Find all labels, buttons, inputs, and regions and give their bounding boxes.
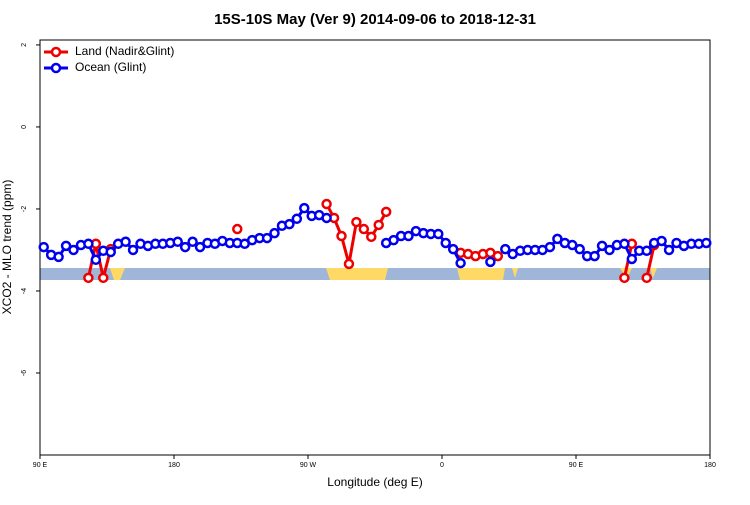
- data-point: [589, 250, 600, 262]
- data-point: [172, 236, 183, 248]
- x-tick-label: 90 W: [300, 462, 317, 469]
- x-axis-label: Longitude (deg E): [327, 475, 422, 489]
- data-point: [232, 223, 243, 235]
- data-point: [626, 253, 638, 265]
- legend-marker: [50, 62, 62, 74]
- data-point: [492, 250, 504, 262]
- land-strip: [512, 268, 518, 278]
- data-point: [663, 244, 675, 256]
- data-point: [656, 235, 667, 247]
- x-tick-label: 0: [440, 462, 444, 469]
- data-point: [127, 244, 139, 256]
- data-point: [485, 256, 496, 268]
- data-point: [544, 241, 556, 253]
- data-point: [351, 216, 362, 228]
- data-point: [105, 246, 116, 258]
- y-tick-label: -6: [21, 370, 28, 376]
- data-point: [574, 243, 585, 255]
- data-point: [403, 230, 414, 242]
- data-point: [619, 272, 630, 284]
- data-point: [98, 272, 109, 284]
- y-tick-label: 0: [21, 125, 28, 129]
- data-point: [38, 241, 49, 253]
- data-point: [596, 240, 608, 252]
- x-tick-label: 180: [168, 462, 180, 469]
- data-point: [358, 223, 370, 235]
- data-point: [291, 213, 303, 225]
- data-point: [60, 240, 72, 252]
- data-point: [604, 244, 615, 256]
- data-point: [83, 238, 94, 250]
- data-point: [366, 231, 377, 243]
- y-tick-label: 2: [21, 43, 28, 47]
- land-strip: [650, 268, 657, 278]
- legend: Land (Nadir&Glint) Ocean (Glint): [44, 44, 174, 74]
- data-point: [53, 251, 64, 263]
- data-point: [187, 236, 198, 248]
- data-point: [447, 243, 459, 255]
- marks: [38, 198, 712, 284]
- data-point: [552, 233, 563, 245]
- land-strip: [457, 268, 505, 280]
- data-point: [269, 227, 280, 239]
- data-point: [261, 232, 273, 244]
- legend-label: Land (Nadir&Glint): [75, 44, 174, 58]
- data-point: [388, 234, 399, 246]
- y-tick-label: -2: [21, 206, 28, 212]
- data-point: [701, 237, 712, 249]
- data-point: [343, 258, 355, 270]
- data-point: [641, 272, 652, 284]
- data-point: [321, 212, 332, 224]
- data-point: [336, 230, 347, 242]
- land-strip: [110, 268, 125, 280]
- x-tick-label: 180: [704, 462, 716, 469]
- y-axis-label: XCO2 - MLO trend (ppm): [0, 180, 14, 315]
- land-ocean-strip: [40, 268, 710, 280]
- legend-label: Ocean (Glint): [75, 60, 146, 74]
- data-point: [120, 236, 131, 248]
- data-point: [500, 243, 511, 255]
- data-point: [321, 198, 332, 210]
- land-strip: [326, 268, 388, 280]
- data-point: [380, 206, 392, 218]
- data-point: [194, 241, 206, 253]
- legend-marker: [50, 46, 62, 58]
- data-point: [433, 228, 444, 240]
- y-tick-label: -4: [21, 288, 28, 294]
- data-point: [641, 245, 652, 257]
- data-point: [455, 257, 466, 269]
- data-point: [440, 237, 451, 249]
- chart-title: 15S-10S May (Ver 9) 2014-09-06 to 2018-1…: [214, 11, 536, 28]
- data-point: [299, 202, 310, 214]
- data-point: [284, 218, 295, 230]
- data-point: [567, 239, 578, 251]
- x-tick-label: 90 E: [33, 462, 48, 469]
- data-point: [179, 241, 191, 253]
- data-point: [83, 272, 94, 284]
- data-point: [373, 219, 384, 231]
- data-point: [68, 244, 79, 256]
- x-tick-label: 90 E: [569, 462, 584, 469]
- data-point: [90, 254, 102, 266]
- data-point: [619, 238, 630, 250]
